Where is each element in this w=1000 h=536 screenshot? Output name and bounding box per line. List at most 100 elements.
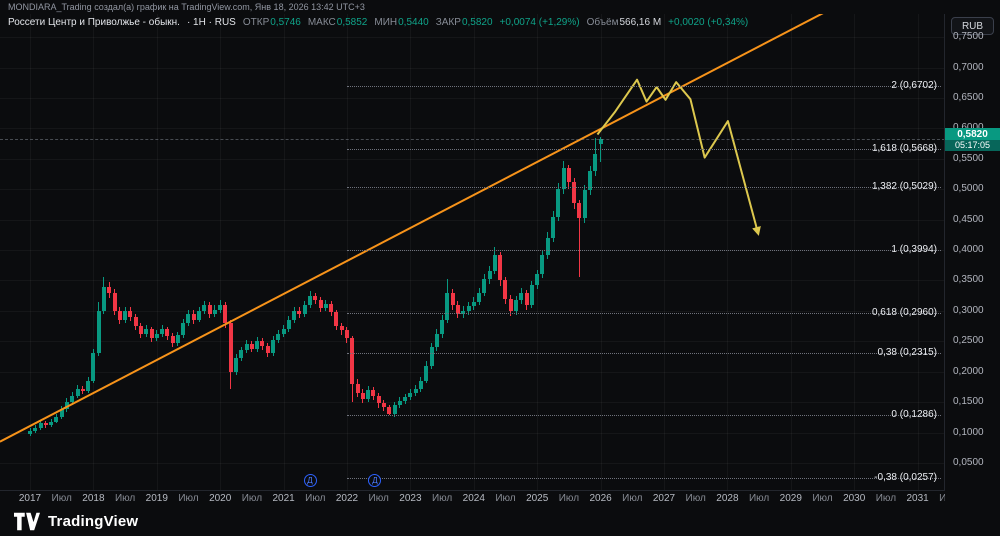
fib-level-line[interactable] [346,313,941,315]
fib-level-label[interactable]: -0,38 (0,0257) [874,471,937,483]
time-axis-label: 2021 [272,493,295,504]
trendline-drawing[interactable] [0,14,833,443]
fib-level-label[interactable]: 0,38 (0,2315) [877,346,938,358]
candle-body [387,407,392,415]
candle-body [529,285,534,305]
candle-body [265,346,270,354]
bar-countdown: 05:17:05 [945,140,1000,152]
candle-body [91,353,96,381]
attribution-text: MONDIARA_Trading создал(а) график на Tra… [8,2,365,12]
candle-body [477,292,482,302]
time-axis-label: 2019 [145,493,168,504]
candle-body [429,347,434,366]
fib-level-label[interactable]: 0,618 (0,2960) [871,307,937,319]
grid-line-vertical [537,14,539,490]
grid-line-horizontal [0,371,944,373]
time-axis[interactable]: 2017 Июл 2018 Июл 2019 Июл 2020 Июл 2021 Июл 2022 И… [0,490,945,506]
time-axis-label: Июл [622,493,643,504]
legend: Россети Центр и Приволжье - обыкн. · 1Н … [8,17,748,28]
grid-line-vertical [283,14,285,490]
time-axis-label: Июл [748,493,770,504]
candle-body [519,292,524,300]
forecast-path-drawing[interactable] [596,78,761,236]
grid-line-vertical [346,14,348,490]
candle-wick [578,200,580,278]
ohlc-open: ОТКР 0,5746 [243,17,301,28]
fib-level-line[interactable] [346,187,941,189]
candle-body [249,344,254,349]
open-label: ОТКР [242,17,270,28]
candle-body [424,365,429,381]
currency-button[interactable]: RUB [951,17,994,35]
candle-body [366,389,371,400]
fib-level-label[interactable]: 0 (0,1286) [891,409,937,421]
last-price-badge[interactable]: 0,5820 05:17:05 [945,128,1000,152]
price-axis-label: 0,1000 [953,426,984,438]
candle-body [202,304,207,311]
close-value: 0,5820 [461,17,493,28]
symbol-meta[interactable]: · 1Н · RUS [186,17,236,28]
fib-level-line[interactable] [346,250,941,252]
candle-body [133,316,138,327]
candle-body [329,303,334,313]
candle-body [308,295,312,305]
fib-level-line[interactable] [346,148,941,150]
candle-body [582,190,587,219]
price-change: +0,0074 (+1,29%) [499,17,580,28]
grid-line-horizontal [0,37,944,39]
fib-level-line[interactable] [346,85,941,87]
symbol-title[interactable]: Россети Центр и Приволжье - обыкн. [8,17,180,28]
time-axis-label: 2026 [589,493,612,504]
last-price-value: 0,5820 [945,128,1000,141]
time-axis-label: Июл [495,493,516,504]
candle-body [49,421,54,426]
candle-body [271,340,276,354]
candle-body [149,329,154,339]
fib-level-label[interactable]: 1,618 (0,5668) [871,142,937,154]
candle-body [154,334,159,339]
dividend-marker[interactable]: Д [303,474,317,487]
candle-body [360,393,365,400]
candle-body [334,312,339,327]
chart-pane[interactable]: Россети Центр и Приволжье - обыкн. · 1Н … [0,14,945,490]
time-axis-label: Июл [875,493,897,504]
fib-level-line[interactable] [346,477,941,479]
fib-level-label[interactable]: 1 (0,3994) [891,244,937,256]
candle-body [313,295,318,300]
open-value: 0,5746 [270,17,301,28]
candle-body [239,350,244,359]
grid-line-vertical [600,14,602,490]
candle-body [186,313,191,324]
grid-line-horizontal [0,280,944,282]
candle-body [556,189,561,217]
candle-body [551,216,556,238]
candle-body [540,254,545,275]
candle-body [244,344,249,351]
tradingview-brand[interactable]: TradingView [14,512,138,531]
drawings-overlay [0,14,833,443]
candle-body [498,254,503,281]
low-value: 0,5440 [398,17,429,28]
fib-level-line[interactable] [346,352,941,354]
time-axis-label: Июл [812,493,833,504]
time-axis-label: Июл [932,493,945,504]
candle-body [561,167,566,190]
candle-body [302,304,307,314]
fib-level-line[interactable] [346,415,941,417]
candle-body [466,306,471,311]
price-axis-label: 0,3500 [953,274,984,286]
fib-level-label[interactable]: 2 (0,6702) [891,79,937,91]
candle-body [566,167,571,182]
candle-body [434,334,439,348]
fib-level-label[interactable]: 1,382 (0,5029) [871,181,937,193]
dividend-marker[interactable]: Д [368,474,382,487]
candle-body [260,341,265,347]
candle-body [503,280,508,299]
time-axis-label: 2020 [209,493,232,504]
candle-body [33,427,38,432]
candle-body [117,310,122,321]
candle-body [234,358,239,372]
price-axis[interactable]: RUB 0,5820 05:17:05 0,7500 0,7000 0,6500 0,… [945,14,1000,490]
candle-body [28,431,32,434]
high-label: МАКС [307,17,336,28]
